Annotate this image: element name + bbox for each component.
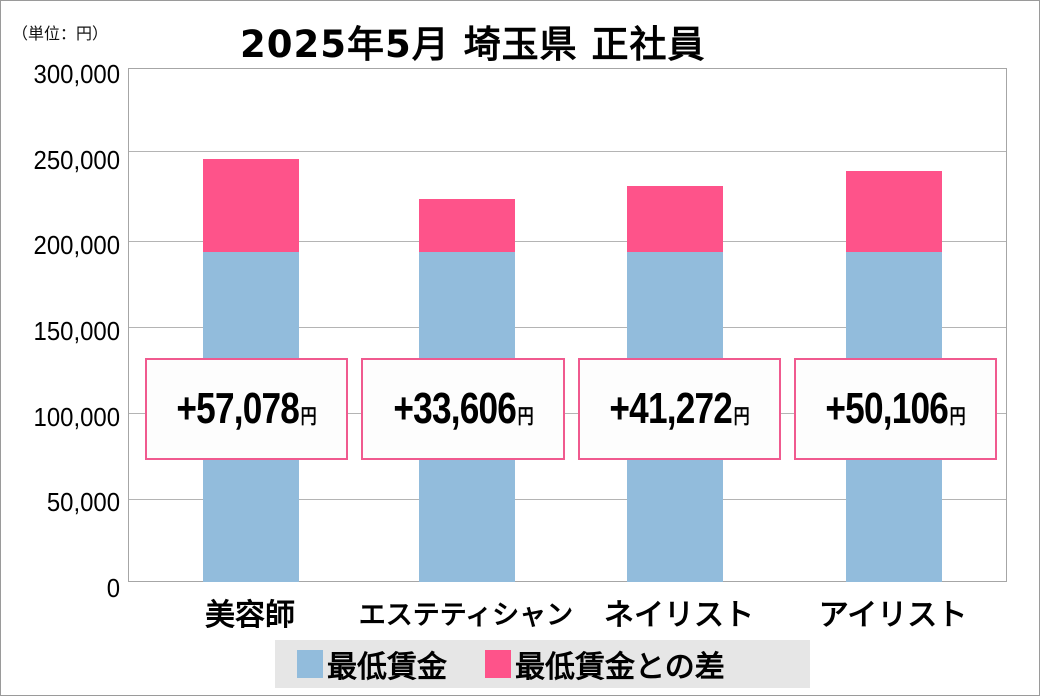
x-category-biyoushi: 美容師 xyxy=(205,598,295,633)
y-tick-200000: 200,000 xyxy=(33,230,120,260)
gridline-50000 xyxy=(129,499,1006,500)
value-unit: 円 xyxy=(301,406,317,428)
legend-label: 最低賃金との差 xyxy=(515,650,725,685)
bar-segment-diff xyxy=(203,159,299,252)
gridline-200000 xyxy=(129,241,1006,242)
chart-title: 2025年5月 埼玉県 正社員 xyxy=(240,23,706,66)
value-label-nailist: +41,272円 xyxy=(578,358,781,460)
y-tick-300000: 300,000 xyxy=(33,59,120,89)
y-tick-50000: 50,000 xyxy=(46,487,120,517)
value-label-eyelist: +50,106円 xyxy=(794,358,997,460)
value-unit: 円 xyxy=(734,406,750,428)
bar-segment-diff xyxy=(846,171,942,252)
value-unit: 円 xyxy=(950,406,966,428)
value-label-esthetician: +33,606円 xyxy=(361,358,565,460)
bar-segment-diff xyxy=(419,199,515,252)
legend-label: 最低賃金 xyxy=(327,650,447,685)
unit-label: （単位：円） xyxy=(12,24,109,43)
value-unit: 円 xyxy=(517,406,534,428)
legend-item-min-wage: 最低賃金 xyxy=(297,642,447,686)
value-text: +50,106 xyxy=(825,384,949,433)
gridline-100000 xyxy=(129,413,1006,414)
legend: 最低賃金 最低賃金との差 xyxy=(275,640,810,688)
x-category-eyelist: アイリスト xyxy=(818,598,968,633)
value-text: +57,078 xyxy=(176,384,300,433)
x-category-nailist: ネイリスト xyxy=(604,598,754,633)
legend-swatch-pink xyxy=(485,650,511,678)
y-tick-250000: 250,000 xyxy=(33,145,120,175)
y-tick-150000: 150,000 xyxy=(33,316,120,346)
value-label-biyoushi: +57,078円 xyxy=(145,358,348,460)
legend-swatch-blue xyxy=(297,650,323,678)
value-text: +41,272 xyxy=(609,384,733,433)
y-tick-0: 0 xyxy=(106,573,120,603)
y-tick-100000: 100,000 xyxy=(33,402,120,432)
gridline-150000 xyxy=(129,327,1006,328)
plot-area xyxy=(128,68,1007,582)
value-text: +33,606 xyxy=(393,384,516,433)
bar-segment-diff xyxy=(627,186,723,252)
x-category-esthetician: エステティシャン xyxy=(358,600,574,631)
legend-item-diff: 最低賃金との差 xyxy=(485,642,725,686)
gridline-250000 xyxy=(129,151,1006,152)
